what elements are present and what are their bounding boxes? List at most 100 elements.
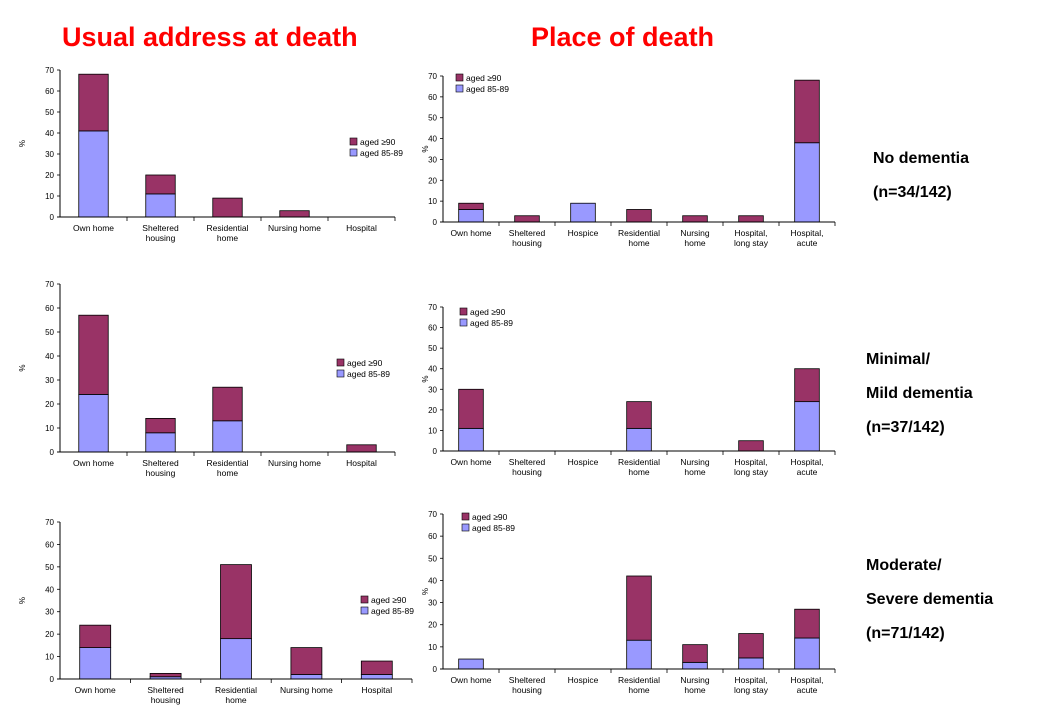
x-tick-label: Own home [450, 457, 491, 467]
x-tick-label: Sheltered [509, 457, 546, 467]
y-tick-label: 20 [45, 400, 54, 409]
bar-segment-aged-85-89 [794, 142, 820, 223]
y-axis-label: % [18, 364, 27, 371]
x-tick-label: Hospital, [790, 675, 823, 685]
y-tick-label: 30 [428, 155, 437, 164]
legend-swatch-aged-85-89 [360, 606, 369, 615]
y-tick-label: 10 [45, 192, 54, 201]
y-axis-label: % [421, 588, 430, 595]
x-tick-label: housing [146, 233, 176, 243]
legend-swatch-aged-90-plus [349, 137, 358, 146]
bar-segment-aged-90-plus [78, 314, 109, 395]
bar-segment-aged-90-plus [626, 401, 652, 429]
y-tick-label: 0 [433, 218, 438, 227]
bar-segment-aged-90-plus [279, 210, 310, 218]
y-tick-label: 20 [428, 176, 437, 185]
legend-label-aged-85-89: aged 85-89 [347, 369, 390, 379]
chart-usual-address-mild-dementia: 0 10 20 30 40 50 60 70% Own home Shelteredhousing… [18, 280, 396, 478]
x-tick-label: Nursing [680, 457, 710, 467]
legend-swatch-aged-85-89 [336, 369, 345, 378]
bar-segment-aged-90-plus [346, 444, 377, 453]
y-tick-label: 50 [428, 344, 437, 353]
bar-segment-aged-85-89 [458, 209, 484, 223]
legend-label-aged-85-89: aged 85-89 [371, 606, 414, 616]
bar-segment-aged-90-plus [79, 624, 112, 648]
y-tick-label: 60 [428, 93, 437, 102]
y-tick-label: 20 [428, 406, 437, 415]
bar-segment-aged-90-plus [212, 197, 243, 218]
legend-label-aged-85-89: aged 85-89 [470, 318, 513, 328]
legend-swatch-aged-90-plus [360, 595, 369, 604]
chart-usual-address-severe-dementia: 0 10 20 30 40 50 60 70% Own home Shelteredhousing… [18, 518, 414, 705]
x-tick-label: Residential [215, 685, 257, 695]
x-tick-label: Hospice [568, 675, 599, 685]
bar-segment-aged-90-plus [794, 79, 820, 144]
bar-segment-aged-90-plus [290, 647, 323, 675]
y-tick-label: 70 [428, 303, 437, 312]
x-tick-label: Nursing home [268, 223, 321, 233]
y-tick-label: 0 [433, 447, 438, 456]
bar-segment-aged-90-plus [794, 368, 820, 403]
x-tick-label: Nursing [680, 675, 710, 685]
bar-segment-aged-85-89 [145, 193, 176, 218]
y-tick-label: 30 [428, 385, 437, 394]
y-tick-label: 60 [428, 532, 437, 541]
x-tick-label: acute [797, 238, 818, 248]
y-tick-label: 50 [428, 554, 437, 563]
x-tick-label: Hospital, [790, 457, 823, 467]
legend-label-aged-85-89: aged 85-89 [466, 84, 509, 94]
row-label-line: (n=37/142) [866, 419, 945, 436]
x-tick-label: housing [512, 238, 542, 248]
legend-swatch-aged-85-89 [461, 523, 470, 532]
legend-label-aged-90-plus: aged ≥90 [470, 307, 506, 317]
bar-segment-aged-90-plus [682, 215, 708, 223]
y-tick-label: 60 [45, 540, 54, 549]
y-tick-label: 40 [428, 135, 437, 144]
y-tick-label: 10 [428, 426, 437, 435]
x-tick-label: Sheltered [509, 675, 546, 685]
bar-segment-aged-85-89 [626, 639, 652, 670]
x-tick-label: Residential [206, 223, 248, 233]
row-label-line: (n=71/142) [866, 625, 945, 642]
bar-segment-aged-90-plus [626, 209, 652, 223]
y-tick-label: 40 [428, 576, 437, 585]
legend-swatch-aged-90-plus [461, 512, 470, 521]
y-tick-label: 10 [428, 643, 437, 652]
row-label-line: Minimal/ [866, 351, 931, 368]
y-tick-label: 40 [428, 365, 437, 374]
x-tick-label: Own home [73, 458, 114, 468]
y-tick-label: 30 [45, 608, 54, 617]
legend-label-aged-90-plus: aged ≥90 [371, 595, 407, 605]
x-tick-label: Residential [206, 458, 248, 468]
place-of-death-title: Place of death [531, 22, 715, 52]
bar-segment-aged-85-89 [145, 432, 176, 453]
x-tick-label: home [628, 685, 650, 695]
y-tick-label: 40 [45, 585, 54, 594]
y-tick-label: 60 [428, 324, 437, 333]
bar-segment-aged-90-plus [738, 633, 764, 659]
y-tick-label: 70 [428, 72, 437, 81]
x-tick-label: long stay [734, 685, 769, 695]
row-label-line: Moderate/ [866, 557, 942, 574]
bar-segment-aged-85-89 [78, 130, 109, 218]
x-tick-label: home [684, 467, 706, 477]
row-label-line: Severe dementia [866, 591, 994, 608]
y-tick-label: 60 [45, 87, 54, 96]
bar-segment-aged-85-89 [79, 647, 112, 680]
legend-label-aged-90-plus: aged ≥90 [347, 358, 383, 368]
row-label-no-dementia: No dementia (n=34/142) [873, 142, 969, 210]
x-tick-label: Hospice [568, 228, 599, 238]
x-tick-label: Hospital [361, 685, 392, 695]
bar-segment-aged-90-plus [145, 174, 176, 195]
x-tick-label: Own home [73, 223, 114, 233]
y-axis-label: % [18, 140, 27, 147]
y-tick-label: 30 [428, 599, 437, 608]
legend-swatch-aged-85-89 [349, 148, 358, 157]
chart-place-of-death-mild-dementia: 0 10 20 30 40 50 60 70% Own home Shelteredhousing… [421, 303, 836, 477]
legend-label-aged-85-89: aged 85-89 [360, 148, 403, 158]
legend-swatch-aged-90-plus [459, 307, 468, 316]
bar-segment-aged-85-89 [738, 657, 764, 670]
bar-segment-aged-90-plus [78, 73, 109, 132]
x-tick-label: Hospital, [734, 228, 767, 238]
x-tick-label: home [217, 468, 239, 478]
